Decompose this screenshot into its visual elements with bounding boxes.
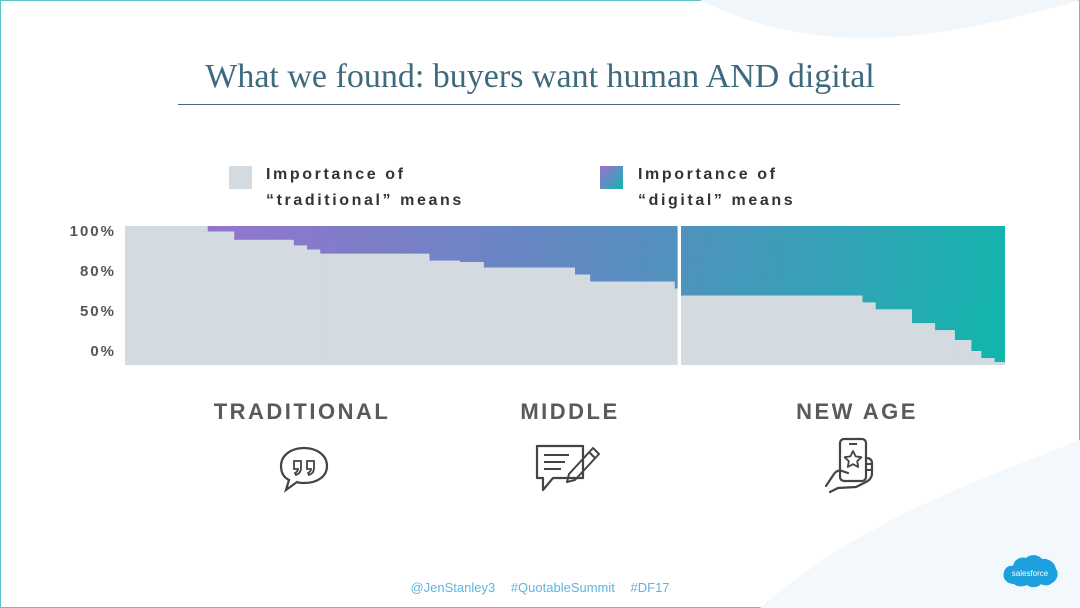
legend-digital-line2: “digital” means (638, 192, 796, 209)
legend-label-digital: Importance of “digital” means (638, 162, 795, 214)
digital-step-2-1 (862, 226, 877, 303)
y-tick-80: 80% (79, 263, 116, 280)
mobile-star-icon (824, 437, 874, 494)
traditional-step-1-0 (460, 262, 485, 365)
digital-step-0-5 (320, 226, 431, 254)
traditional-step-2-4 (935, 330, 956, 365)
traditional-step-2-0 (681, 295, 864, 365)
segment-label-traditional: TRADITIONAL (213, 399, 391, 424)
y-tick-50: 50% (79, 303, 116, 320)
traditional-step-2-3 (912, 323, 936, 365)
digital-step-2-2 (875, 226, 913, 310)
slide-title: What we found: buyers want human AND dig… (205, 58, 875, 95)
footer-tag-quotable: #QuotableSummit (510, 580, 615, 595)
traditional-step-0-0 (125, 226, 209, 365)
speech-bubble-quote-icon (279, 446, 329, 493)
traditional-step-1-2 (575, 274, 591, 365)
traditional-step-2-2 (875, 309, 913, 365)
traditional-step-2-5 (954, 339, 972, 365)
digital-step-2-0 (681, 226, 864, 296)
digital-step-2-7 (981, 226, 996, 359)
traditional-step-1-4 (674, 288, 678, 365)
legend-swatch-digital (600, 166, 623, 189)
traditional-step-2-7 (981, 358, 996, 365)
traditional-step-0-1 (207, 231, 235, 365)
digital-step-0-3 (293, 226, 308, 246)
pen-and-paper-icon (535, 444, 600, 492)
y-tick-0: 0% (90, 343, 116, 360)
footer-hashtags: @JenStanley3 #QuotableSummit #DF17 (0, 580, 1080, 595)
traditional-step-1-3 (590, 281, 676, 365)
digital-step-1-2 (575, 226, 591, 275)
traditional-step-0-4 (307, 249, 321, 365)
digital-step-1-3 (590, 226, 676, 282)
traditional-step-0-2 (234, 239, 295, 365)
digital-step-1-1 (483, 226, 576, 268)
digital-step-2-4 (935, 226, 956, 331)
title-underline (178, 104, 900, 105)
y-tick-100: 100% (69, 223, 116, 240)
digital-step-0-4 (307, 226, 321, 250)
salesforce-logo: salesforce (1003, 555, 1058, 588)
traditional-step-2-6 (971, 351, 982, 365)
digital-step-0-2 (234, 226, 295, 240)
traditional-step-1-1 (483, 267, 576, 365)
footer-tag-df17: #DF17 (630, 580, 670, 595)
legend-label-traditional: Importance of “traditional” means (266, 162, 464, 214)
svg-text:salesforce: salesforce (1012, 569, 1049, 578)
legend-digital-line1: Importance of (638, 166, 778, 183)
digital-step-2-8 (994, 226, 1005, 363)
legend-swatch-traditional (229, 166, 252, 189)
digital-step-2-5 (954, 226, 972, 340)
digital-step-0-1 (207, 226, 235, 232)
legend-traditional-line1: Importance of (266, 166, 406, 183)
legend-traditional-line2: “traditional” means (266, 192, 464, 209)
traditional-step-2-1 (862, 302, 877, 365)
digital-step-2-6 (971, 226, 982, 352)
digital-step-1-0 (460, 226, 485, 263)
segment-label-middle: MIDDLE (520, 399, 620, 424)
digital-step-1-4 (674, 226, 678, 289)
digital-step-2-3 (912, 226, 936, 324)
footer-handle: @JenStanley3 (410, 580, 496, 595)
segment-label-new-age: NEW AGE (796, 399, 918, 424)
traditional-step-0-3 (293, 245, 308, 365)
traditional-step-0-5 (320, 253, 431, 365)
traditional-step-2-8 (994, 362, 1005, 365)
